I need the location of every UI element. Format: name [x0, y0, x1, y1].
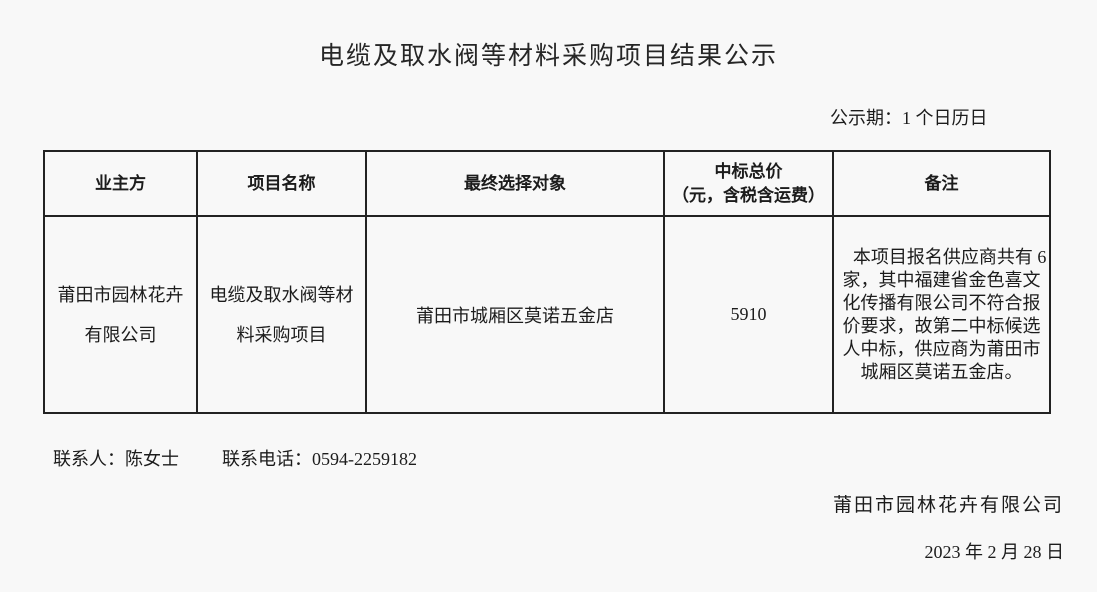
issuer-signature: 莆田市园林花卉有限公司 — [832, 495, 1064, 516]
contact-person: 联系人：陈女士 — [53, 449, 179, 469]
table-header-row: 业主方 项目名称 最终选择对象 中标总价 （元，含税含运费） 备注 — [43, 150, 1051, 217]
selected-supplier-cell: 莆田市城厢区莫诺五金店 — [365, 215, 665, 414]
page-title: 电缆及取水阀等材料采购项目结果公示 — [318, 42, 778, 70]
header-winning-price: 中标总价 （元，含税含运费） — [663, 150, 834, 217]
contact-phone: 联系电话：0594-2259182 — [222, 449, 417, 469]
header-project-name: 项目名称 — [196, 150, 367, 217]
project-name-cell: 电缆及取水阀等材 料采购项目 — [196, 215, 367, 414]
results-table: 业主方 项目名称 最终选择对象 中标总价 （元，含税含运费） 备注 莆田市园林花… — [43, 150, 1051, 414]
owner-cell: 莆田市园林花卉 有限公司 — [43, 215, 198, 414]
issue-date: 2023 年 2 月 28 日 — [924, 542, 1065, 562]
publicity-period: 公示期：1 个日历日 — [830, 108, 988, 128]
remark-cell: 本项目报名供应商共有 6 家，其中福建省金色喜文化传播有限公司不符合报价要求，故… — [832, 215, 1051, 414]
winning-price-cell: 5910 — [663, 215, 834, 414]
header-selected-supplier: 最终选择对象 — [365, 150, 665, 217]
header-remark: 备注 — [832, 150, 1051, 217]
table-row: 莆田市园林花卉 有限公司 电缆及取水阀等材 料采购项目 莆田市城厢区莫诺五金店 … — [43, 215, 1051, 414]
contact-line: 联系人：陈女士 联系电话：0594-2259182 — [53, 445, 417, 471]
header-owner: 业主方 — [43, 150, 198, 217]
